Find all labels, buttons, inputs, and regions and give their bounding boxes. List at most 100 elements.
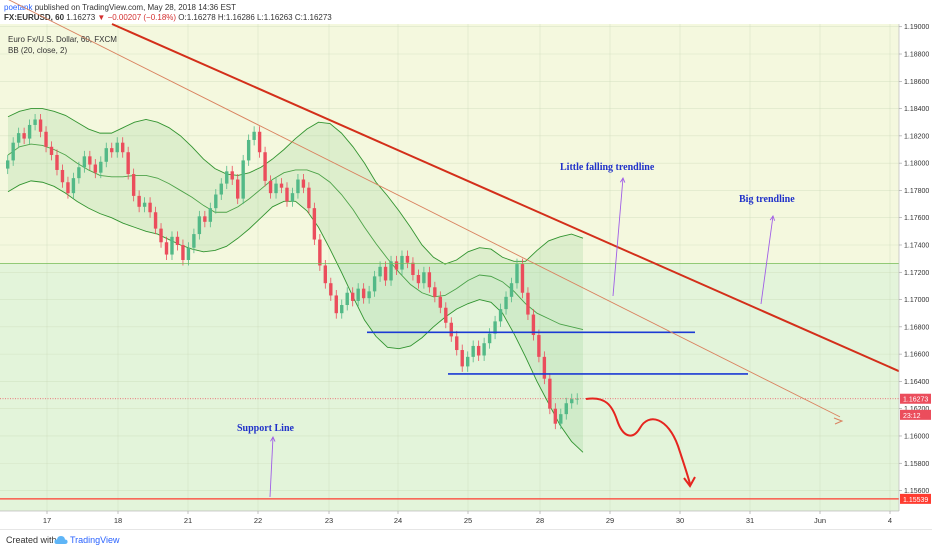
forecast-path (585, 397, 691, 485)
candle-97 (537, 329, 541, 363)
little-trendline-arrow-head-icon (619, 177, 626, 183)
candle-98 (542, 351, 547, 385)
little-trendline-arrow-shaft (612, 177, 624, 297)
candle-1 (11, 137, 15, 166)
footer: Created with TradingView (0, 529, 932, 551)
candle-78 (433, 281, 437, 303)
candle-47 (263, 146, 267, 187)
candle-body-94 (520, 264, 525, 293)
last-price: 1.16273 (66, 13, 96, 22)
candle-57 (318, 234, 322, 271)
candle-body-103 (570, 399, 574, 404)
legend-indicator: BB (20, close, 2) (8, 46, 67, 55)
candle-20 (115, 137, 119, 158)
candle-body-102 (564, 403, 568, 415)
candle-body-4 (27, 124, 32, 139)
candle-body-92 (509, 283, 514, 297)
annotations: Little falling trendline Big trendline S… (237, 162, 795, 434)
candle-body-7 (44, 131, 48, 147)
price-tick-17: 1.15600 (904, 488, 929, 495)
support-line-arrow (269, 436, 276, 498)
chart-legend: Euro Fx/U.S. Dollar, 60, FXCM BB (20, cl… (8, 35, 117, 55)
price-badge-text-1: 23:12 (903, 413, 921, 420)
price-tick-10: 1.17000 (904, 297, 929, 304)
candle-body-101 (559, 414, 563, 424)
candle-body-97 (537, 335, 541, 357)
candle-body-78 (433, 287, 437, 297)
candle-body-32 (181, 244, 185, 260)
candle-body-96 (531, 314, 536, 336)
candle-body-87 (482, 343, 486, 356)
candle-body-11 (66, 182, 70, 194)
candle-102 (564, 397, 568, 420)
candle-body-61 (340, 305, 344, 314)
price-tick-15: 1.16000 (904, 433, 929, 440)
candle-body-1 (11, 142, 15, 161)
candle-body-81 (449, 322, 453, 337)
candle-body-85 (471, 345, 475, 357)
candle-body-67 (372, 276, 377, 292)
candle-32 (181, 239, 185, 266)
chart-background-upper (0, 24, 899, 264)
candle-72 (400, 250, 404, 276)
candle-body-70 (389, 261, 393, 281)
candle-body-98 (542, 356, 547, 379)
candle-body-37 (208, 208, 213, 222)
price-chart[interactable]: Little falling trendline Big trendline S… (0, 0, 932, 529)
time-tick-10: 31 (746, 516, 754, 525)
candle-104 (575, 393, 579, 405)
candle-body-77 (427, 272, 432, 288)
candle-body-47 (263, 152, 267, 181)
candle-27 (153, 206, 158, 235)
candle-body-23 (131, 174, 136, 196)
candle-94 (520, 258, 525, 299)
candle-53 (296, 174, 300, 199)
candle-100 (553, 403, 558, 430)
bb-upper-line (7, 108, 584, 265)
candle-35 (197, 210, 202, 240)
author-link[interactable]: poetank (4, 3, 33, 12)
candle-90 (498, 303, 503, 327)
ohlc-line: FX:EURUSD, 60 1.16273 ▼ −0.00207 (−0.18%… (4, 13, 332, 22)
candle-42 (236, 174, 240, 205)
candle-52 (290, 187, 295, 207)
candle-50 (279, 178, 284, 194)
candle-body-40 (225, 171, 229, 184)
time-tick-12: 4 (888, 516, 892, 525)
price-badge-2: 1.15539 (900, 493, 931, 504)
candle-body-49 (274, 183, 278, 194)
candle-body-93 (515, 264, 519, 284)
candle-60 (334, 290, 338, 319)
candle-body-74 (411, 262, 415, 276)
candle-body-84 (466, 356, 470, 367)
candle-9 (55, 149, 59, 176)
candle-83 (460, 344, 464, 372)
candle-body-75 (416, 275, 421, 284)
candle-body-79 (438, 296, 443, 308)
candle-body-16 (93, 164, 98, 173)
price-badge-text-0: 1.16273 (903, 397, 928, 404)
time-tick-11: Jun (814, 516, 826, 525)
little-trendline (8, 0, 841, 418)
candles (6, 114, 579, 430)
candle-body-44 (246, 139, 251, 161)
time-tick-1: 18 (114, 516, 122, 525)
candle-body-41 (230, 171, 234, 180)
candle-body-66 (367, 291, 371, 299)
candle-14 (82, 150, 87, 173)
candle-body-62 (345, 292, 349, 306)
candle-68 (378, 261, 382, 282)
candle-79 (438, 291, 443, 314)
candle-body-13 (77, 167, 81, 179)
candle-body-33 (186, 247, 191, 260)
tradingview-brand-link[interactable]: TradingView (70, 535, 120, 545)
candle-body-39 (219, 183, 223, 195)
candle-body-56 (312, 208, 317, 240)
big-trendline-arrow-head-icon (769, 215, 776, 221)
price-badge-bg-2 (900, 493, 931, 504)
price-tick-5: 1.18000 (904, 161, 929, 168)
candle-body-48 (268, 180, 273, 194)
candle-body-69 (383, 266, 388, 281)
little-trendline-arrow (612, 177, 626, 297)
big-trendline-arrow-shaft (760, 215, 774, 305)
